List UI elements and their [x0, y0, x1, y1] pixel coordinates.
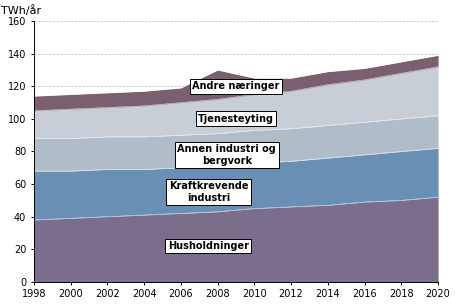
- Text: TWh/år: TWh/år: [1, 5, 41, 16]
- Text: Husholdninger: Husholdninger: [167, 241, 248, 251]
- Text: Annen industri og
bergvork: Annen industri og bergvork: [177, 144, 276, 166]
- Text: Andre næringer: Andre næringer: [192, 81, 279, 91]
- Text: Tjenesteyting: Tjenesteyting: [197, 114, 273, 124]
- Text: Kraftkrevende
industri: Kraftkrevende industri: [168, 181, 248, 203]
